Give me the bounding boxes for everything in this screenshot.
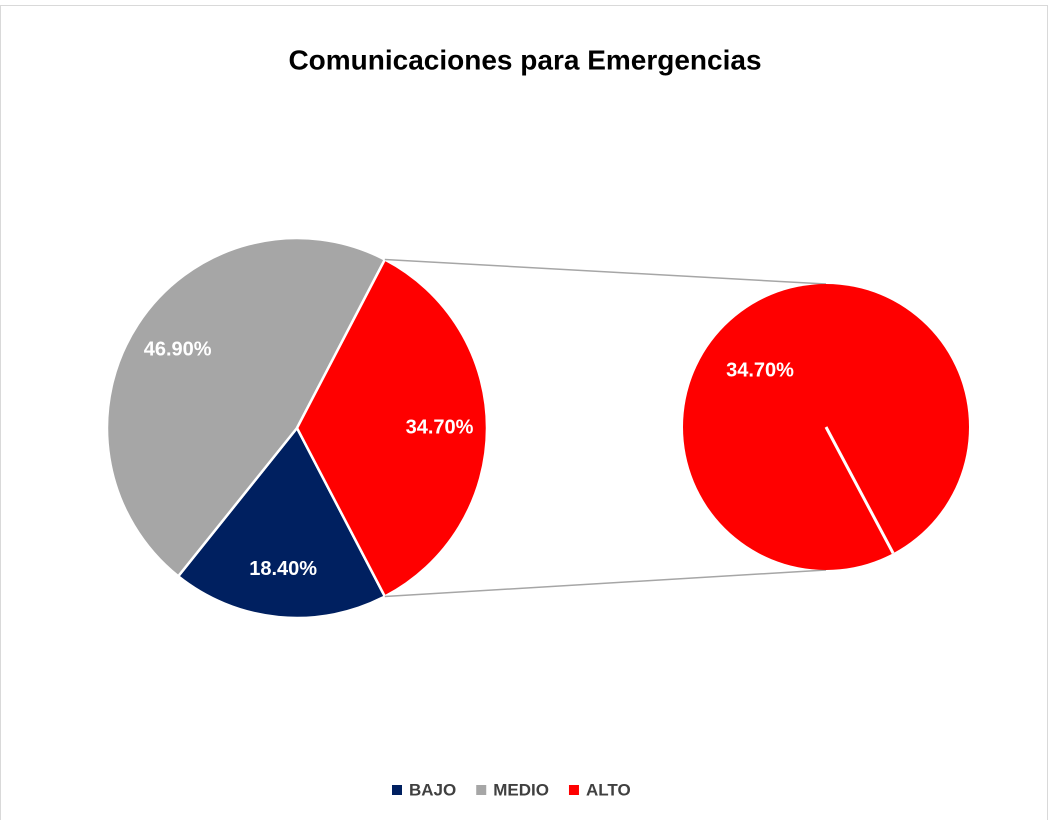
pie-slice xyxy=(295,257,489,599)
pie-slice xyxy=(105,236,387,579)
data-label: 34.70% xyxy=(406,416,474,438)
legend-label: MEDIO xyxy=(493,780,549,799)
data-label: 18.40% xyxy=(249,558,317,580)
legend-swatch xyxy=(476,785,487,795)
pie-slice xyxy=(176,425,387,620)
legend-label: BAJO xyxy=(409,780,456,799)
data-label: 34.70% xyxy=(726,359,794,381)
legend-swatch xyxy=(568,785,579,795)
legend-label: ALTO xyxy=(586,780,631,799)
connector-line xyxy=(384,258,827,285)
legend-swatch xyxy=(392,785,402,795)
data-label: 46.90% xyxy=(144,338,212,360)
connector-line xyxy=(384,569,827,598)
chart-title: Comunicaciones para Emergencias xyxy=(288,44,761,75)
slice-divider xyxy=(824,426,895,554)
